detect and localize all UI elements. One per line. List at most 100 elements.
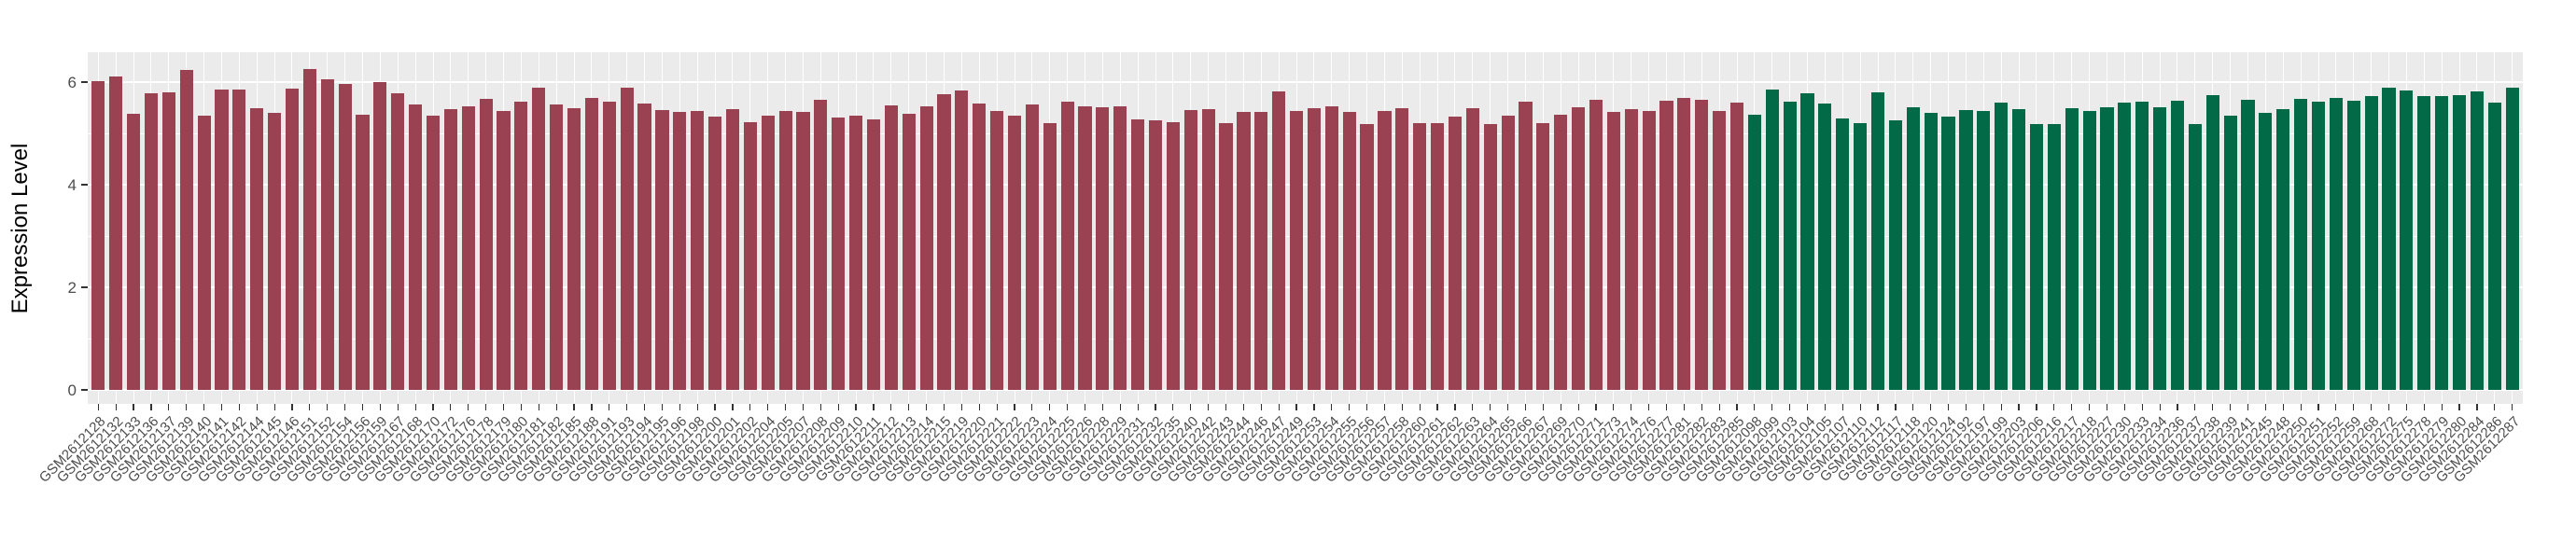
- x-tick-mark: [1841, 404, 1843, 410]
- x-tick-mark: [2476, 404, 2478, 410]
- x-tick-mark: [2371, 404, 2373, 410]
- y-axis-title: Expression Level: [7, 143, 33, 313]
- x-tick-mark: [1242, 404, 1244, 410]
- bar-GSM2612104: [1800, 92, 1814, 390]
- bar-GSM2612128: [91, 81, 105, 390]
- bar-GSM2612188: [584, 98, 598, 390]
- x-tick-mark: [1824, 404, 1826, 410]
- x-tick-mark: [591, 404, 593, 410]
- x-tick-mark: [1436, 404, 1438, 410]
- bar-GSM2612193: [620, 88, 634, 390]
- bar-GSM2612213: [902, 114, 916, 390]
- x-tick-mark: [1507, 404, 1509, 410]
- bar-GSM2612201: [725, 108, 740, 390]
- x-tick-mark: [414, 404, 416, 410]
- bar-GSM2612112: [1870, 92, 1885, 390]
- x-tick-mark: [1806, 404, 1809, 410]
- x-tick-mark: [1383, 404, 1386, 410]
- bar-GSM2612249: [1289, 110, 1304, 390]
- bar-GSM2612124: [1941, 116, 1955, 390]
- bar-GSM2612208: [814, 100, 828, 390]
- bar-GSM2612283: [1713, 111, 1727, 390]
- bar-GSM2612285: [1729, 103, 1744, 390]
- x-tick-mark: [908, 404, 910, 410]
- x-tick-mark: [1789, 404, 1791, 410]
- bar-GSM2612136: [144, 92, 159, 390]
- bar-GSM2612274: [1624, 109, 1638, 390]
- bar-GSM2612228: [1096, 106, 1110, 390]
- bar-GSM2612259: [2346, 100, 2360, 390]
- bar-GSM2612264: [1483, 124, 1497, 390]
- bar-GSM2612215: [937, 93, 951, 390]
- bar-GSM2612242: [1201, 109, 1215, 390]
- bar-GSM2612245: [2259, 113, 2273, 390]
- y-tick-label: 2: [67, 278, 77, 297]
- bar-GSM2612159: [373, 82, 387, 390]
- x-tick-mark: [996, 404, 998, 410]
- x-tick-mark: [1912, 404, 1914, 410]
- minor-gridline: [88, 339, 2523, 340]
- minor-gridline: [88, 236, 2523, 237]
- x-tick-mark: [1101, 404, 1103, 410]
- major-gridline: [88, 184, 2523, 186]
- bar-GSM2612118: [1906, 106, 1920, 390]
- x-tick-mark: [2387, 404, 2390, 410]
- bar-GSM2612247: [1272, 91, 1286, 390]
- bar-GSM2612277: [1659, 100, 1673, 390]
- x-tick-mark: [1877, 404, 1879, 410]
- y-tick-mark: [81, 184, 88, 186]
- bar-GSM2612229: [1113, 106, 1127, 390]
- bar-GSM2612099: [1765, 90, 1779, 390]
- x-tick-mark: [238, 404, 240, 410]
- bar-GSM2612262: [1448, 116, 1463, 390]
- x-tick-mark: [1067, 404, 1069, 410]
- x-tick-mark: [256, 404, 258, 410]
- bar-GSM2612278: [2417, 96, 2431, 390]
- x-tick-mark: [1208, 404, 1210, 410]
- x-tick-mark: [2247, 404, 2249, 410]
- bar-GSM2612258: [1395, 108, 1409, 390]
- x-tick-mark: [749, 404, 751, 410]
- bar-GSM2612144: [250, 108, 264, 390]
- x-tick-mark: [1930, 404, 1932, 410]
- x-tick-mark: [784, 404, 787, 410]
- x-tick-mark: [819, 404, 821, 410]
- x-tick-mark: [220, 404, 223, 410]
- bar-GSM2612103: [1783, 101, 1797, 390]
- x-tick-mark: [2423, 404, 2425, 410]
- x-tick-mark: [1736, 404, 1738, 410]
- x-tick-mark: [2141, 404, 2143, 410]
- x-tick-mark: [1718, 404, 1720, 410]
- x-tick-mark: [2353, 404, 2355, 410]
- x-tick-mark: [1419, 404, 1421, 410]
- bar-GSM2612266: [1519, 101, 1533, 390]
- x-tick-mark: [2441, 404, 2443, 410]
- bar-GSM2612207: [796, 111, 810, 390]
- x-tick-mark: [2300, 404, 2302, 410]
- x-tick-mark: [2230, 404, 2232, 410]
- bar-GSM2612226: [1078, 106, 1092, 390]
- y-tick-mark: [81, 389, 88, 391]
- bar-GSM2612225: [1060, 102, 1074, 390]
- x-tick-mark: [1947, 404, 1950, 410]
- bar-GSM2612192: [1959, 110, 1973, 390]
- x-tick-mark: [2317, 404, 2319, 410]
- major-gridline: [88, 389, 2523, 391]
- x-tick-mark: [2212, 404, 2214, 410]
- plot-panel: [88, 52, 2523, 404]
- x-tick-mark: [626, 404, 628, 410]
- x-tick-mark: [2159, 404, 2161, 410]
- minor-gridline: [88, 133, 2523, 134]
- x-tick-mark: [732, 404, 734, 410]
- bar-GSM2612182: [550, 104, 564, 390]
- bar-GSM2612251: [2311, 102, 2326, 390]
- x-tick-mark: [1895, 404, 1897, 410]
- bar-GSM2612241: [2241, 99, 2255, 390]
- bar-GSM2612152: [320, 78, 334, 390]
- x-tick-mark: [2458, 404, 2460, 410]
- bar-GSM2612271: [1589, 99, 1603, 390]
- x-tick-mark: [1754, 404, 1756, 410]
- x-tick-mark: [327, 404, 329, 410]
- x-tick-mark: [1313, 404, 1315, 410]
